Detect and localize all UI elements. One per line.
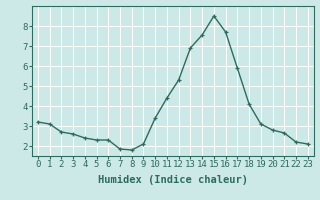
X-axis label: Humidex (Indice chaleur): Humidex (Indice chaleur) [98,175,248,185]
